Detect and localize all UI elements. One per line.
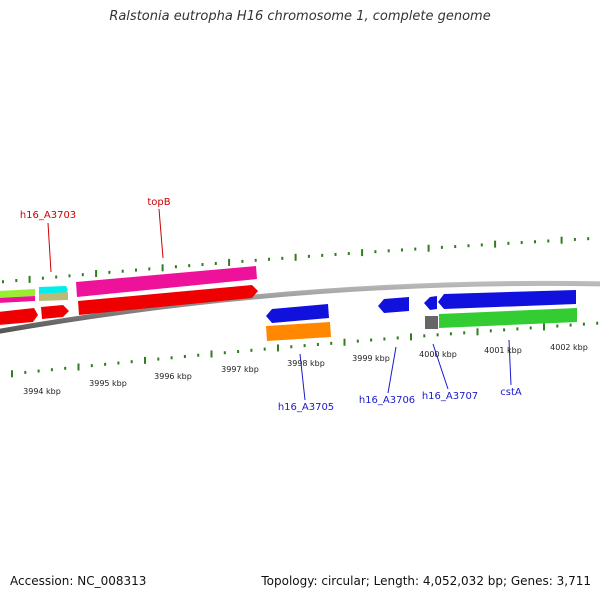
- gene-feature-khaki: [39, 292, 68, 301]
- scale-label-4002: 4002 kbp: [550, 343, 588, 352]
- scale-label-3997: 3997 kbp: [221, 365, 259, 374]
- gene-feature-cstA: [438, 290, 576, 309]
- gene-label-h16-a3707: h16_A3707: [422, 391, 478, 402]
- reverse-features: [266, 290, 577, 341]
- callout-line-h16-a3705: [299, 353, 306, 401]
- gene-feature-orange: [266, 322, 331, 341]
- scale-labels: 3994 kbp 3995 kbp 3996 kbp 3997 kbp 3998…: [23, 343, 588, 396]
- forward-features: [0, 266, 258, 325]
- callout-line-csta: [508, 339, 512, 386]
- callout-line-topb: [158, 208, 164, 259]
- gene-label-h16-a3706: h16_A3706: [359, 395, 415, 406]
- callout-line-h16-a3703: [47, 222, 52, 273]
- scale-label-3996: 3996 kbp: [154, 372, 192, 381]
- scale-label-3995: 3995 kbp: [89, 379, 127, 388]
- scale-label-3999: 3999 kbp: [352, 354, 390, 363]
- accession-text: Accession: NC_008313: [10, 574, 147, 588]
- gene-feature-red-small: [41, 305, 69, 319]
- chromosome-backbone: [0, 280, 600, 334]
- gene-label-h16-a3705: h16_A3705: [278, 402, 334, 413]
- scale-label-4000: 4000 kbp: [419, 350, 457, 359]
- callout-line-h16-a3707: [432, 343, 449, 390]
- gene-feature-cyan: [39, 286, 68, 294]
- gene-feature-h16-a3705: [266, 304, 329, 323]
- gene-feature-h16-a3707: [424, 296, 437, 310]
- gene-callouts: h16_A3703 topB h16_A3705 h16_A3706 h16_A…: [20, 197, 522, 413]
- gene-feature-lime: [0, 289, 35, 298]
- genome-summary-text: Topology: circular; Length: 4,052,032 bp…: [261, 574, 591, 588]
- gene-feature-red-left: [0, 308, 38, 325]
- scale-label-3998: 3998 kbp: [287, 359, 325, 368]
- gene-feature-h16-a3706: [378, 297, 409, 313]
- scale-label-4001: 4001 kbp: [484, 346, 522, 355]
- outer-ticks: [2, 236, 590, 284]
- gene-feature-gray: [425, 316, 438, 329]
- gene-label-csta: cstA: [500, 387, 522, 398]
- scale-label-3994: 3994 kbp: [23, 387, 61, 396]
- gene-feature-green: [439, 308, 577, 328]
- map-title: Ralstonia eutropha H16 chromosome 1, com…: [109, 9, 491, 24]
- callout-line-h16-a3706: [387, 346, 397, 394]
- gene-feature-topb: [76, 266, 257, 297]
- inner-ticks: [11, 321, 599, 378]
- gene-label-h16-a3703: h16_A3703: [20, 210, 76, 221]
- gene-feature-red-long: [78, 285, 258, 315]
- gene-feature-pink-left: [0, 296, 35, 303]
- gene-label-topb: topB: [147, 197, 170, 208]
